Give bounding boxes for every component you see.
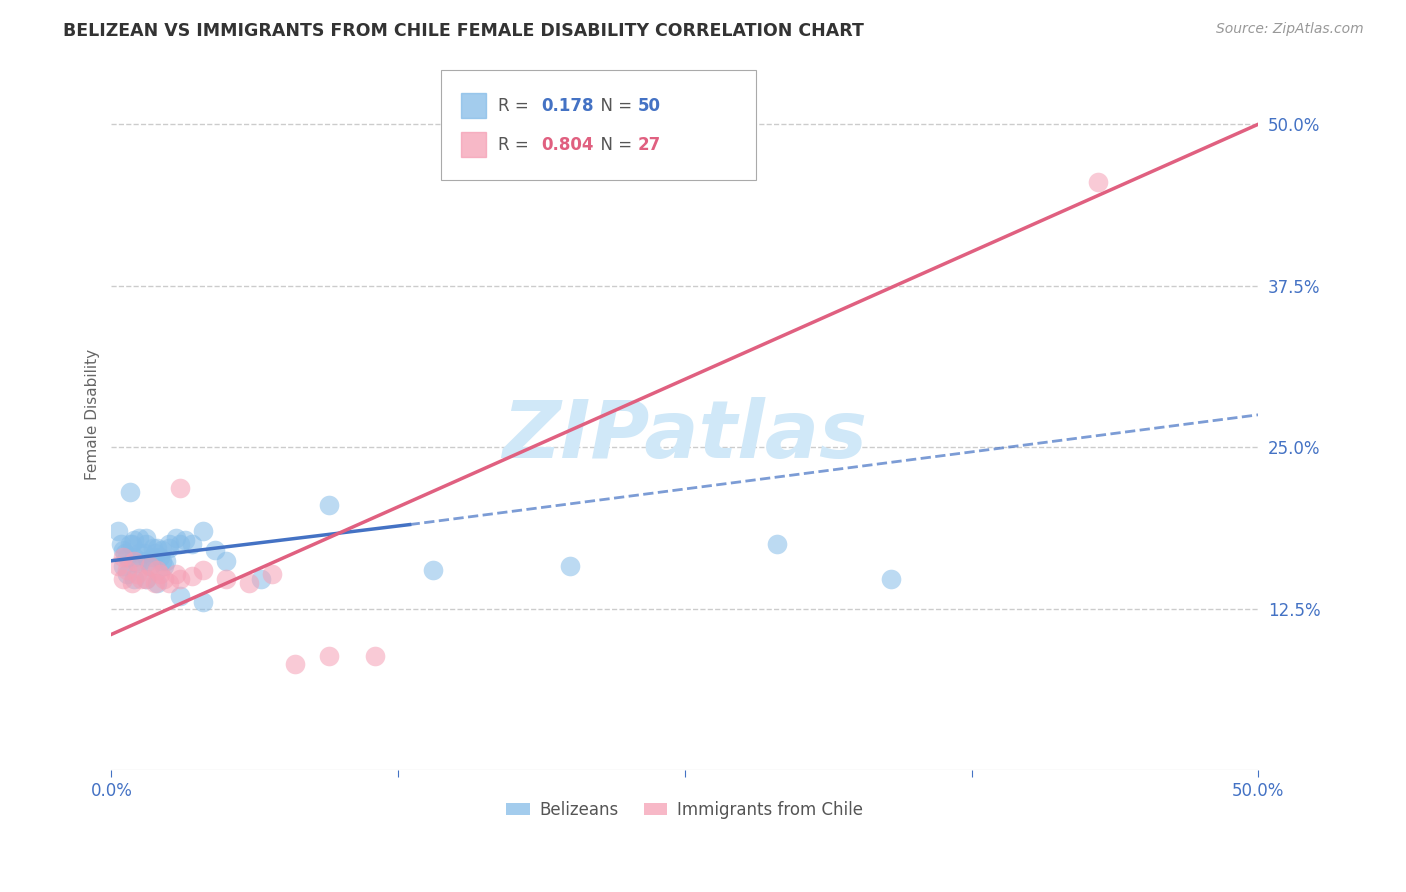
Point	[260, 566, 283, 581]
Point	[169, 537, 191, 551]
Point	[111, 543, 134, 558]
Point	[118, 537, 141, 551]
Point	[318, 498, 340, 512]
Point	[110, 537, 132, 551]
Text: ZIPatlas: ZIPatlas	[502, 397, 868, 475]
Point	[114, 546, 136, 560]
Point	[139, 558, 162, 573]
Point	[107, 524, 129, 538]
Point	[143, 575, 166, 590]
Point	[169, 589, 191, 603]
Point	[146, 563, 169, 577]
Point	[125, 566, 148, 581]
Point	[180, 569, 202, 583]
Point	[149, 566, 172, 581]
Text: R =: R =	[498, 96, 534, 115]
Point	[146, 541, 169, 555]
Point	[128, 531, 150, 545]
Point	[150, 543, 173, 558]
Point	[249, 572, 271, 586]
FancyBboxPatch shape	[440, 70, 756, 180]
Point	[107, 558, 129, 573]
Point	[111, 558, 134, 573]
Point	[124, 549, 146, 564]
Point	[117, 566, 139, 581]
Bar	[461, 132, 486, 157]
Point	[117, 549, 139, 564]
Point	[124, 572, 146, 586]
Point	[132, 546, 155, 560]
Point	[135, 572, 157, 586]
Point	[139, 558, 162, 573]
Text: N =: N =	[589, 136, 637, 153]
Point	[318, 649, 340, 664]
Point	[765, 537, 787, 551]
Point	[135, 572, 157, 586]
Point	[121, 537, 143, 551]
Bar	[461, 94, 486, 119]
Text: Source: ZipAtlas.com: Source: ZipAtlas.com	[1216, 22, 1364, 37]
Point	[117, 563, 139, 577]
Point	[118, 485, 141, 500]
Point	[142, 541, 165, 555]
Point	[180, 537, 202, 551]
Point	[284, 657, 307, 671]
Point	[173, 533, 195, 547]
Text: 0.178: 0.178	[541, 96, 593, 115]
Point	[215, 572, 238, 586]
Point	[124, 533, 146, 547]
Point	[169, 572, 191, 586]
Point	[129, 572, 152, 586]
Point	[135, 537, 157, 551]
Point	[215, 554, 238, 568]
Point	[121, 575, 143, 590]
Point	[153, 572, 176, 586]
Point	[157, 541, 180, 555]
Point	[135, 531, 157, 545]
Text: N =: N =	[589, 96, 637, 115]
Legend: Belizeans, Immigrants from Chile: Belizeans, Immigrants from Chile	[499, 794, 870, 826]
Point	[364, 649, 387, 664]
Point	[880, 572, 903, 586]
Point	[146, 575, 169, 590]
Point	[157, 575, 180, 590]
Point	[142, 549, 165, 564]
Point	[129, 554, 152, 568]
Point	[165, 566, 187, 581]
Text: 50: 50	[638, 96, 661, 115]
Point	[124, 554, 146, 568]
Point	[111, 549, 134, 564]
Point	[128, 546, 150, 560]
Text: 0.804: 0.804	[541, 136, 593, 153]
Point	[111, 572, 134, 586]
Point	[143, 546, 166, 560]
Point	[169, 482, 191, 496]
Point	[150, 554, 173, 568]
Point	[165, 531, 187, 545]
Point	[191, 524, 214, 538]
Point	[153, 558, 176, 573]
Point	[155, 554, 177, 568]
Text: 27: 27	[638, 136, 661, 153]
Y-axis label: Female Disability: Female Disability	[86, 350, 100, 481]
Text: R =: R =	[498, 136, 534, 153]
Point	[1087, 175, 1109, 189]
Point	[204, 543, 226, 558]
Point	[191, 563, 214, 577]
Point	[136, 554, 159, 568]
Point	[125, 557, 148, 571]
Point	[157, 537, 180, 551]
Point	[191, 595, 214, 609]
Point	[560, 558, 582, 573]
Text: BELIZEAN VS IMMIGRANTS FROM CHILE FEMALE DISABILITY CORRELATION CHART: BELIZEAN VS IMMIGRANTS FROM CHILE FEMALE…	[63, 22, 865, 40]
Point	[422, 563, 444, 577]
Point	[238, 575, 260, 590]
Point	[149, 549, 172, 564]
